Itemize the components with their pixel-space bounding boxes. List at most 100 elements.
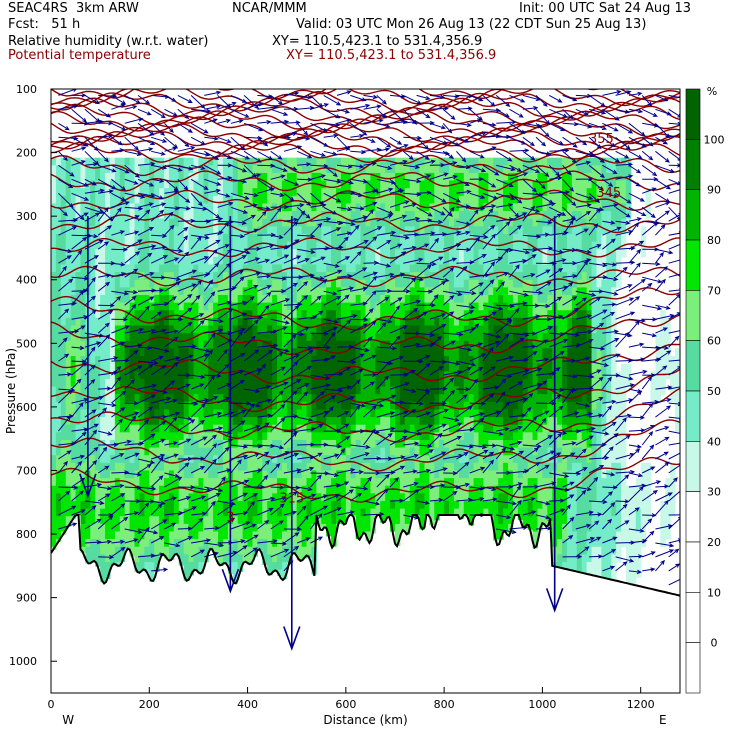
rh-cell <box>340 310 347 319</box>
rh-cell <box>409 203 416 212</box>
rh-cell <box>355 264 362 273</box>
rh-cell <box>301 439 308 449</box>
rh-cell <box>473 233 480 243</box>
rh-cell <box>237 241 244 250</box>
rh-cell <box>316 188 322 197</box>
rh-cell <box>85 165 91 174</box>
rh-cell <box>394 478 401 487</box>
rh-cell <box>414 180 421 189</box>
rh-cell <box>419 462 425 471</box>
rh-cell <box>134 272 140 281</box>
rh-cell <box>149 424 155 433</box>
rh-cell <box>277 294 283 304</box>
rh-cell <box>227 203 234 212</box>
rh-cell <box>360 409 366 418</box>
rh-cell <box>429 180 435 189</box>
rh-cell <box>380 348 386 357</box>
rh-cell <box>237 493 244 502</box>
rh-cell <box>311 417 317 426</box>
rh-cell <box>272 401 278 410</box>
rh-cell <box>473 333 480 342</box>
rh-cell <box>350 180 357 189</box>
rh-cell <box>154 401 160 410</box>
rh-cell <box>277 302 283 311</box>
rh-cell <box>75 447 81 456</box>
rh-cell <box>296 310 303 319</box>
rh-cell <box>350 249 357 258</box>
rh-cell <box>306 424 312 433</box>
rh-cell <box>380 317 386 327</box>
rh-cell <box>109 417 116 426</box>
rh-cell <box>178 485 185 494</box>
rh-cell <box>159 417 165 426</box>
rh-cell <box>51 195 57 204</box>
rh-cell <box>444 272 450 281</box>
rh-cell <box>301 455 308 464</box>
rh-cell <box>478 264 484 273</box>
rh-cell <box>365 317 371 327</box>
rh-cell <box>208 294 214 304</box>
rh-cell <box>385 180 391 189</box>
rh-cell <box>134 333 140 342</box>
rh-cell <box>444 386 450 395</box>
rh-cell <box>272 249 278 258</box>
rh-cell <box>222 508 229 517</box>
rh-cell <box>345 211 352 220</box>
rh-cell <box>154 508 160 517</box>
rh-cell <box>252 356 258 365</box>
rh-cell <box>119 241 126 250</box>
rh-cell <box>453 180 460 189</box>
rh-cell <box>340 333 347 342</box>
rh-cell <box>380 439 386 449</box>
rh-cell <box>203 470 209 479</box>
rh-cell <box>394 500 401 510</box>
rh-cell <box>458 333 465 342</box>
rh-cell <box>311 325 317 334</box>
rh-cell <box>414 363 421 372</box>
rh-cell <box>188 180 195 189</box>
rh-cell <box>503 417 509 426</box>
rh-cell <box>222 211 229 220</box>
rh-cell <box>203 241 209 250</box>
rh-cell <box>134 218 140 227</box>
rh-cell <box>232 539 239 548</box>
rh-cell <box>75 218 81 227</box>
rh-cell <box>247 378 253 388</box>
rh-cell <box>144 363 150 372</box>
rh-cell <box>168 516 175 525</box>
rh-cell <box>404 401 411 410</box>
rh-cell <box>218 470 224 479</box>
rh-cell <box>488 188 494 197</box>
rh-cell <box>55 241 62 250</box>
rh-cell <box>365 302 371 311</box>
rh-cell <box>272 493 278 502</box>
rh-cell <box>203 249 209 258</box>
rh-cell <box>90 462 96 471</box>
rh-cell <box>326 203 332 212</box>
rh-cell <box>267 287 273 296</box>
rh-cell <box>164 401 170 410</box>
rh-cell <box>281 531 288 540</box>
rh-cell <box>468 233 475 243</box>
rh-cell <box>257 378 263 388</box>
rh-cell <box>164 439 170 449</box>
rh-cell <box>178 378 185 388</box>
rh-cell <box>493 317 499 327</box>
rh-cell <box>105 287 111 296</box>
rh-cell <box>473 325 480 334</box>
rh-cell <box>394 340 401 349</box>
rh-cell <box>488 508 494 516</box>
rh-cell <box>463 287 470 296</box>
rh-cell <box>75 493 81 502</box>
rh-cell <box>365 363 371 372</box>
rh-cell <box>208 363 214 372</box>
rh-cell <box>272 279 278 288</box>
rh-cell <box>281 233 288 243</box>
rh-cell <box>178 447 185 456</box>
rh-cell <box>380 493 386 502</box>
rh-cell <box>419 439 425 449</box>
rh-cell <box>60 378 67 388</box>
rh-cell <box>311 539 317 548</box>
rh-cell <box>188 500 195 510</box>
rh-cell <box>213 264 219 273</box>
